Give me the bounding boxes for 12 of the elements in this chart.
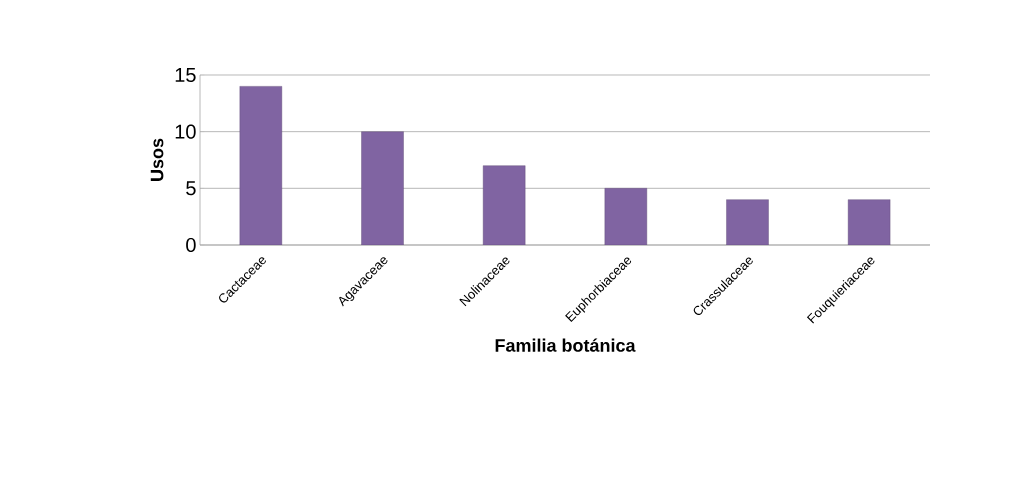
bar xyxy=(482,165,526,245)
bar xyxy=(604,188,648,245)
y-tick-label: 5 xyxy=(186,181,196,196)
y-tick-label: 10 xyxy=(175,124,196,139)
y-tick-label: 15 xyxy=(175,68,196,82)
x-axis-title: Familia botánica xyxy=(495,338,636,352)
bar xyxy=(239,86,283,245)
y-tick-label: 0 xyxy=(186,237,196,253)
y-axis-title: Usos xyxy=(150,138,164,181)
bar xyxy=(847,199,891,245)
bar xyxy=(361,131,404,245)
bar xyxy=(726,199,769,245)
